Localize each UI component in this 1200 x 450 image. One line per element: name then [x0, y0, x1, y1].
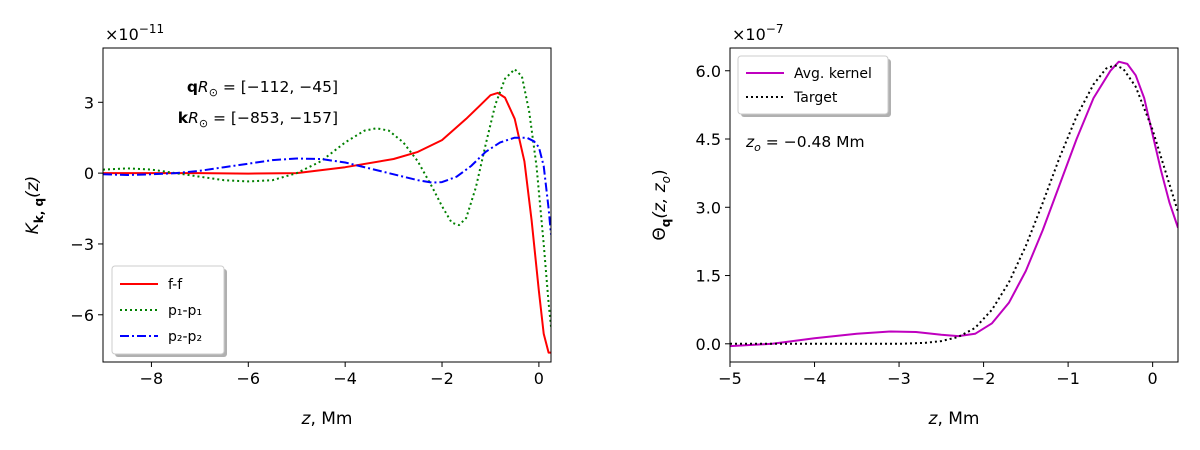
- legend-box: [111, 265, 225, 355]
- y-tick-label: −6: [70, 306, 94, 325]
- series-line-1: [730, 60, 1178, 348]
- series-line-1: [103, 91, 551, 354]
- axis-multiplier: ×10−11: [105, 22, 164, 44]
- legend: f-f p₁-p₁ p₂-p₂: [111, 265, 227, 357]
- plot-frame: [102, 47, 552, 363]
- x-tick-label: −8: [140, 369, 164, 388]
- x-tick-label: −4: [333, 369, 357, 388]
- y-axis-label: Kk, q(z): [23, 176, 46, 235]
- legend-label: f-f: [168, 277, 183, 293]
- legend: Avg. kernel Target: [737, 55, 891, 117]
- annotation: zo = −0.48 Mm: [745, 133, 865, 154]
- y-tick-label: 0: [84, 164, 94, 183]
- x-axis-label: z, Mm: [928, 409, 980, 429]
- series-line-3: [103, 136, 551, 235]
- y-tick-label: −3: [70, 235, 94, 254]
- y-tick-label: 3.0: [696, 198, 721, 217]
- y-tick-label: 0.0: [696, 335, 721, 354]
- x-tick-label: −1: [1056, 369, 1080, 388]
- series-line-2: [103, 68, 551, 327]
- chart-panel-1: −8 −6 −4 −2 0 3 0 −3 −6 ×10−11 z, Mm Kk, q(z) qR⊙ = …: [23, 22, 552, 429]
- legend-label: Target: [793, 90, 838, 106]
- x-tick-label: −3: [887, 369, 911, 388]
- x-tick-label: −6: [237, 369, 261, 388]
- annotation-1: qR⊙ = [−112, −45]: [187, 78, 338, 99]
- x-tick-label: −2: [430, 369, 454, 388]
- x-tick-label: 0: [1148, 369, 1158, 388]
- legend-label: p₁-p₁: [168, 303, 202, 319]
- x-tick-label: −2: [972, 369, 996, 388]
- axis-multiplier: ×10−7: [732, 22, 783, 44]
- annotation-2: kR⊙ = [−853, −157]: [178, 109, 338, 130]
- legend-label: p₂-p₂: [168, 329, 202, 345]
- y-tick-label: 1.5: [696, 267, 721, 286]
- y-tick-label: 6.0: [696, 62, 721, 81]
- y-tick-label: 3: [84, 93, 94, 112]
- x-tick-label: 0: [534, 369, 544, 388]
- y-axis-label: Θq(z, zo): [650, 169, 673, 240]
- y-tick-label: 4.5: [696, 130, 721, 149]
- x-tick-label: −5: [718, 369, 742, 388]
- chart-panel-2: −5 −4 −3 −2 −1 0 0.0 1.5 3.0 4.5 6.0 ×10−7 z, Mm Θq(z…: [650, 22, 1179, 429]
- legend-box: [737, 55, 889, 115]
- x-tick-label: −4: [803, 369, 827, 388]
- plot-frame: [729, 47, 1179, 363]
- legend-label: Avg. kernel: [794, 66, 872, 82]
- series-line-2: [730, 64, 1178, 345]
- x-axis-label: z, Mm: [301, 409, 353, 429]
